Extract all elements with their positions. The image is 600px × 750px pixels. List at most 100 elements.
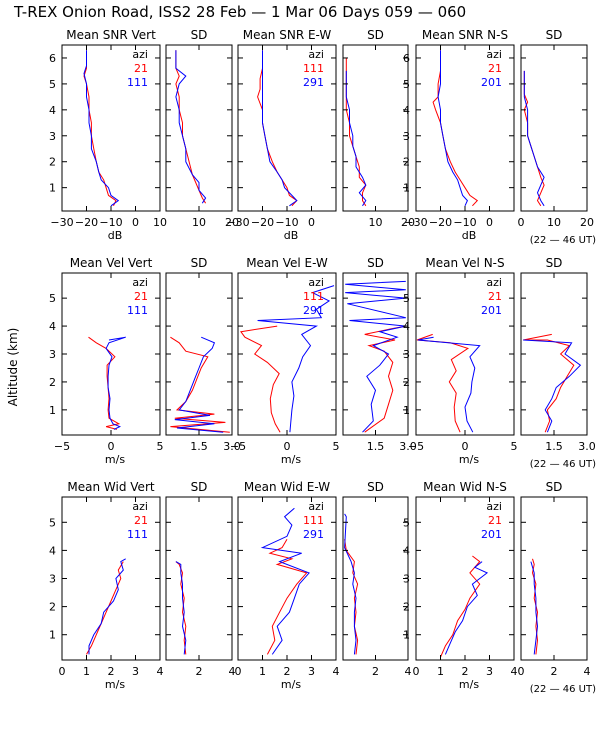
legend-entry: 291 [303, 76, 324, 89]
panel-snr-vert: Mean SNR Vert −30 −20 −10 0 10 1 2 3 4 5 6 dB azi2111… [49, 28, 167, 242]
y-tick-label: 3 [403, 348, 410, 361]
series-line-21 [88, 336, 121, 430]
y-axis-label: Altitude (km) [6, 328, 20, 407]
x-tick-label: 10 [153, 216, 167, 229]
y-tick-label: 3 [49, 130, 56, 143]
panel-title: Mean SNR Vert [66, 28, 156, 42]
series-line-291 [345, 70, 367, 207]
x-tick-label: 10 [369, 216, 383, 229]
x-tick-label: 20 [401, 216, 415, 229]
panel-title: Mean Vel E-W [246, 256, 328, 270]
y-tick-label: 2 [49, 601, 56, 614]
series-line-21 [86, 561, 124, 655]
series-line-291 [345, 280, 406, 433]
y-tick-label: 5 [403, 516, 410, 529]
legend-entry: azi [486, 500, 502, 513]
y-tick-label: 5 [49, 292, 56, 305]
x-tick-label: 1 [437, 665, 444, 678]
panel-title: SD [191, 28, 208, 42]
x-tick-label: 2 [108, 665, 115, 678]
y-tick-label: 3 [49, 573, 56, 586]
legend-entry: 111 [303, 290, 324, 303]
x-tick-label: 2 [284, 665, 291, 678]
y-tick-label: 4 [403, 320, 410, 333]
y-tick-label: 2 [403, 601, 410, 614]
plot-frame [165, 496, 233, 661]
x-axis-label: dB [108, 229, 123, 242]
x-tick-label: 3 [308, 665, 315, 678]
y-tick-label: 3 [403, 130, 410, 143]
y-tick-label: 5 [403, 292, 410, 305]
x-tick-label: 3.0 [223, 440, 241, 453]
series-line-111 [240, 325, 281, 433]
x-tick-label: 10 [547, 216, 561, 229]
y-tick-label: 4 [49, 320, 56, 333]
series-line-111 [364, 325, 406, 433]
series-line-111 [83, 50, 120, 207]
y-tick-label: 6 [403, 52, 410, 65]
legend-entry: 201 [481, 76, 502, 89]
panel-vel-ew-sd: SD 1.5 3.0 [342, 256, 417, 453]
x-tick-label: 1 [83, 665, 90, 678]
legend-entry: 291 [303, 304, 324, 317]
legend-entry: 21 [134, 290, 148, 303]
panel-vel-ns-sd: SD 1.5 3.0 (22 — 46 UT) [520, 256, 596, 470]
series-line-21 [416, 333, 470, 433]
series-line-201 [417, 336, 481, 433]
x-axis-label: m/s [105, 453, 125, 466]
time-note: (22 — 46 UT) [530, 459, 596, 470]
x-tick-label: 0 [413, 665, 420, 678]
x-tick-label: 1 [259, 665, 266, 678]
series-line-291 [262, 50, 298, 207]
series-line-21 [523, 333, 575, 433]
x-tick-label: 20 [225, 216, 239, 229]
panel-snr-ew-sd: SD 10 20 [342, 28, 415, 229]
legend-entry: 201 [481, 304, 502, 317]
x-tick-label: 0 [462, 440, 469, 453]
x-tick-label: −10 [453, 216, 476, 229]
series-line-111 [345, 58, 367, 207]
legend-entry: azi [308, 276, 324, 289]
x-tick-label: −5 [230, 440, 246, 453]
x-tick-label: 4 [157, 665, 164, 678]
x-tick-label: 0 [235, 665, 242, 678]
legend-entry: 21 [134, 514, 148, 527]
legend-entry: azi [132, 48, 148, 61]
panel-title: Mean SNR N-S [422, 28, 508, 42]
x-tick-label: 20 [580, 216, 594, 229]
series-line-291 [260, 507, 310, 655]
plot-frame [165, 272, 233, 436]
time-note: (22 — 46 UT) [530, 684, 596, 695]
x-tick-label: −20 [251, 216, 274, 229]
legend-entry: azi [132, 276, 148, 289]
plot-frame [342, 496, 409, 661]
legend-entry: 21 [134, 62, 148, 75]
x-axis-label: m/s [459, 678, 479, 691]
x-tick-label: 2 [462, 665, 469, 678]
series-line-21 [531, 558, 539, 655]
y-tick-label: 4 [403, 104, 410, 117]
series-line-21 [432, 50, 479, 207]
x-tick-label: 4 [405, 665, 412, 678]
y-tick-label: 3 [49, 348, 56, 361]
series-line-201 [444, 561, 489, 655]
plot-frame [342, 44, 409, 212]
legend-entry: azi [486, 48, 502, 61]
series-line-111 [174, 336, 224, 433]
x-tick-label: 4 [584, 665, 591, 678]
y-tick-label: 1 [403, 629, 410, 642]
x-axis-label: dB [284, 229, 299, 242]
legend-entry: 111 [303, 62, 324, 75]
x-tick-label: 0 [108, 440, 115, 453]
panel-title: Mean SNR E-W [243, 28, 332, 42]
x-tick-label: 1.5 [545, 440, 563, 453]
legend-entry: azi [308, 500, 324, 513]
x-tick-label: 1.5 [190, 440, 208, 453]
series-line-291 [344, 513, 357, 655]
legend-entry: 111 [127, 76, 148, 89]
series-line-111 [175, 50, 207, 204]
panel-title: SD [546, 256, 563, 270]
